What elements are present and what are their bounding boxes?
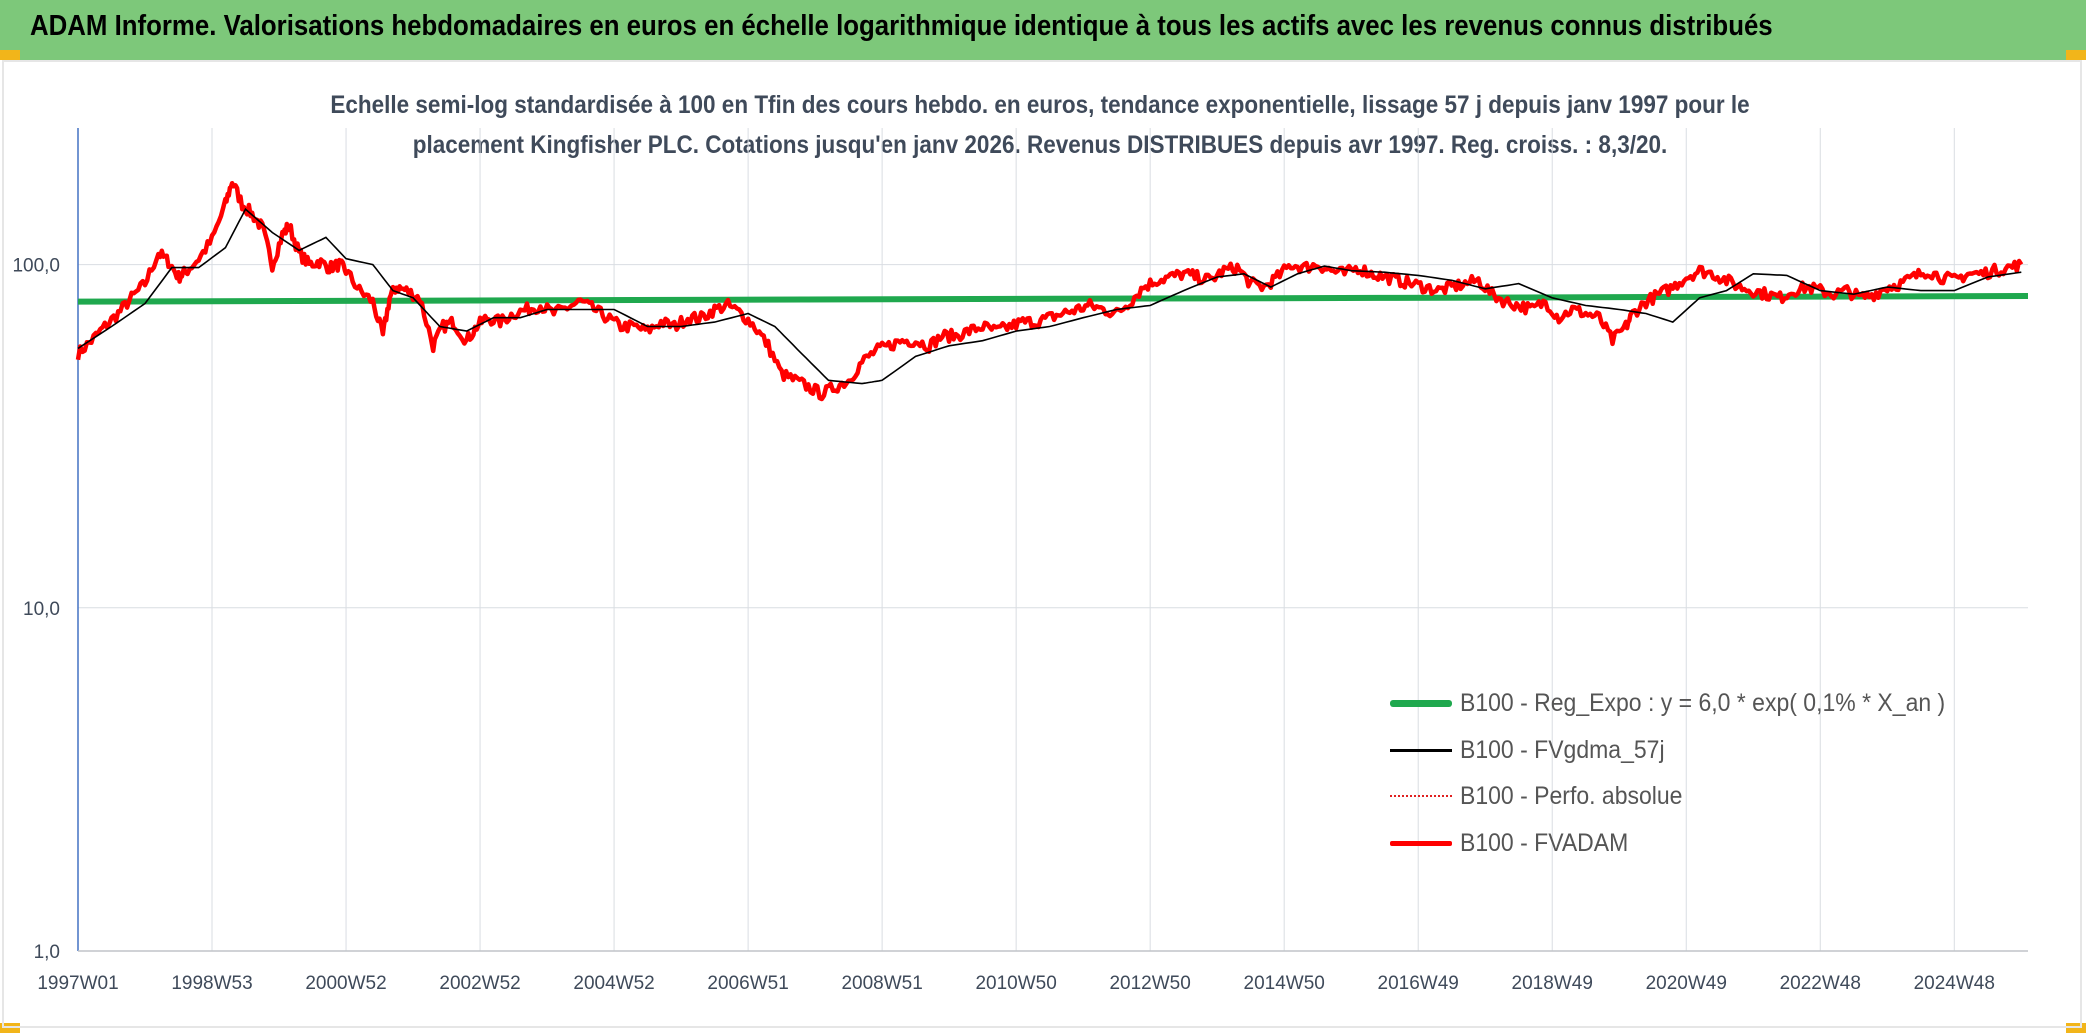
x-tick-label: 2000W52 — [305, 973, 386, 994]
x-tick-label: 2012W50 — [1109, 973, 1190, 994]
x-tick-label: 2018W49 — [1512, 973, 1593, 994]
chart-title-line2: placement Kingfisher PLC. Cotations jusq… — [412, 131, 1668, 159]
x-tick-label: 2014W50 — [1244, 973, 1325, 994]
x-tick-label: 2004W52 — [573, 973, 654, 994]
legend-label: B100 - FVgdma_57j — [1460, 735, 1665, 764]
chart-title-line1: Echelle semi-log standardisée à 100 en T… — [330, 91, 1750, 119]
x-tick-label: 2022W48 — [1780, 973, 1861, 994]
x-tick-label: 2016W49 — [1378, 973, 1459, 994]
x-tick-label: 1998W53 — [171, 973, 252, 994]
legend-swatch — [1390, 748, 1452, 752]
legend-item-fvgdma: B100 - FVgdma_57j — [1390, 730, 1682, 770]
legend-item-reg-expo: B100 - Reg_Expo : y = 6,0 * exp( 0,1% * … — [1390, 683, 1987, 723]
y-tick-label: 100,0 — [12, 256, 60, 277]
x-tick-label: 2008W51 — [841, 973, 922, 994]
legend-label: B100 - Reg_Expo : y = 6,0 * exp( 0,1% * … — [1460, 688, 1946, 717]
x-tick-label: 2024W48 — [1914, 973, 1995, 994]
chart-frame — [2, 60, 2082, 1028]
x-tick-label: 2002W52 — [439, 973, 520, 994]
x-tick-label: 1997W01 — [37, 973, 118, 994]
legend-item-perfo-absolue: B100 - Perfo. absolue — [1390, 776, 1702, 816]
corner-marker — [0, 1023, 20, 1033]
report-title: ADAM Informe. Valorisations hebdomadaire… — [30, 10, 1773, 42]
y-tick-label: 1,0 — [34, 942, 60, 963]
x-tick-label: 2020W49 — [1646, 973, 1727, 994]
chart-title: Echelle semi-log standardisée à 100 en T… — [311, 85, 1769, 165]
legend-item-fvadam: B100 - FVADAM — [1390, 823, 1643, 863]
legend-swatch — [1390, 795, 1452, 797]
y-tick-label: 10,0 — [23, 599, 60, 620]
series-fvadam-line — [75, 180, 2024, 402]
corner-marker — [2066, 1023, 2086, 1033]
report-banner: ADAM Informe. Valorisations hebdomadaire… — [0, 0, 2086, 60]
legend-swatch — [1390, 699, 1452, 707]
x-tick-label: 2010W50 — [975, 973, 1056, 994]
corner-marker — [2066, 50, 2086, 60]
corner-marker — [0, 50, 20, 60]
legend-swatch — [1390, 840, 1452, 846]
x-tick-label: 2006W51 — [707, 973, 788, 994]
series-fvgdma-line — [77, 207, 2022, 385]
legend-label: B100 - FVADAM — [1460, 828, 1629, 857]
legend-label: B100 - Perfo. absolue — [1460, 781, 1683, 810]
